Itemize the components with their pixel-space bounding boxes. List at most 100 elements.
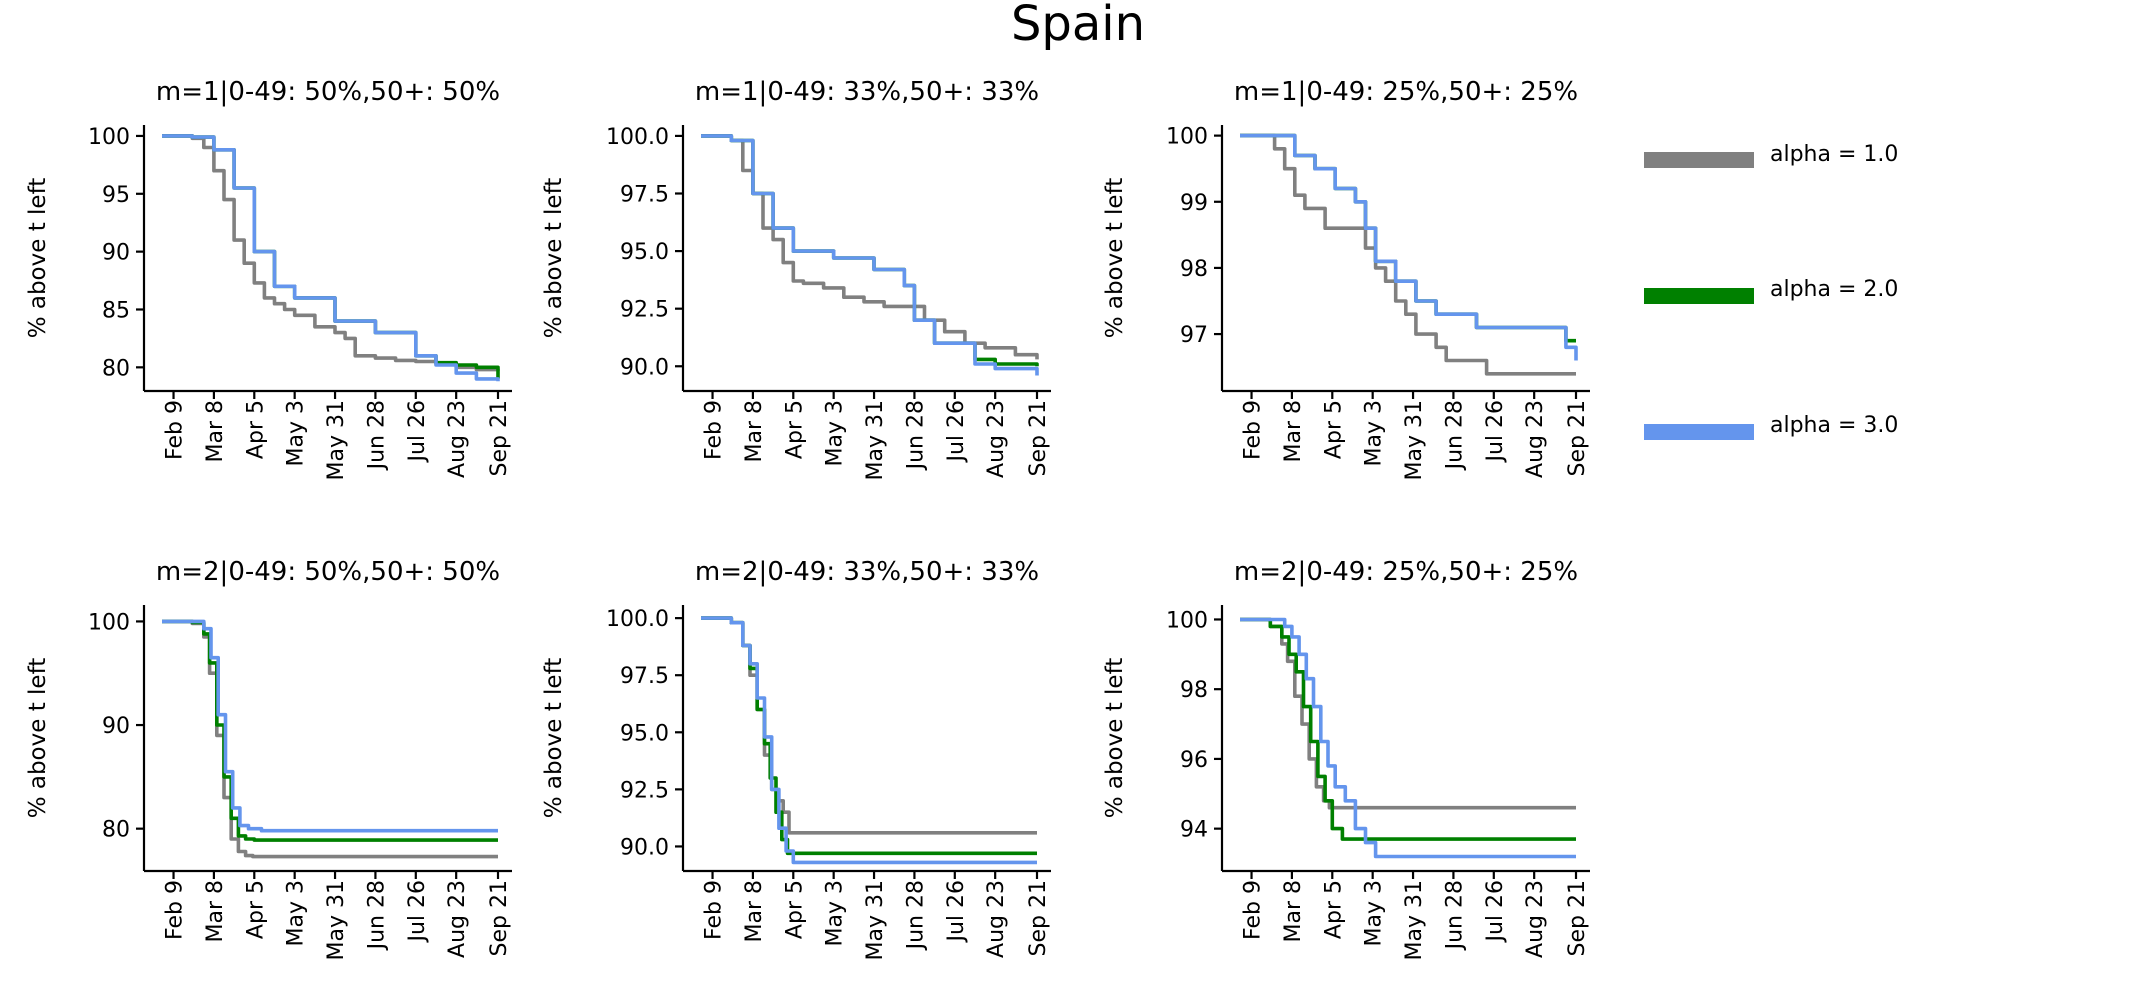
x-tick-label: Jul 26 [944, 400, 969, 464]
y-tick-label: 80 [102, 818, 130, 843]
x-tick-label: Mar 8 [203, 880, 228, 943]
y-tick-label: 85 [102, 298, 130, 323]
y-tick-label: 90.0 [620, 835, 669, 860]
series-line-2 [1240, 617, 1576, 859]
y-tick-label: 95.0 [620, 240, 669, 265]
x-tick-label: Aug 23 [984, 400, 1009, 478]
y-tick-label: 97.5 [620, 664, 669, 689]
y-tick-label: 92.5 [620, 778, 669, 803]
x-tick-label: Jul 26 [1483, 400, 1508, 464]
x-tick-label: Sep 21 [1565, 400, 1590, 476]
x-tick-label: May 3 [823, 880, 848, 946]
series-line-2 [701, 616, 1037, 865]
x-tick-label: Feb 9 [702, 400, 727, 460]
figure-title: Spain [1011, 0, 1145, 52]
x-tick-label: Apr 5 [1321, 400, 1346, 459]
x-tick-label: Sep 21 [1026, 400, 1051, 476]
legend: alpha = 1.0 alpha = 2.0 alpha = 3.0 [1644, 142, 1898, 440]
panel-title: m=1|0-49: 50%,50+: 50% [156, 77, 500, 107]
x-tick-label: Apr 5 [243, 880, 268, 939]
y-tick-label: 96 [1180, 748, 1208, 773]
y-tick-label: 100 [1166, 125, 1208, 150]
y-tick-label: 100 [88, 610, 130, 635]
x-tick-label: Aug 23 [984, 880, 1009, 958]
x-tick-label: May 3 [284, 400, 309, 466]
panel-title: m=2|0-49: 25%,50+: 25% [1234, 557, 1578, 587]
y-tick-label: 92.5 [620, 298, 669, 323]
x-tick-label: Aug 23 [445, 400, 470, 478]
x-tick-label: Aug 23 [1523, 880, 1548, 958]
y-tick-label: 100 [88, 125, 130, 150]
x-tick-label: Mar 8 [742, 880, 767, 943]
legend-label-1: alpha = 2.0 [1770, 277, 1898, 302]
y-tick-label: 100.0 [606, 607, 669, 632]
panel-title: m=2|0-49: 33%,50+: 33% [695, 557, 1039, 587]
x-tick-label: May 31 [324, 880, 349, 960]
y-axis-label: % above t left [1102, 658, 1128, 819]
x-tick-label: Aug 23 [1523, 400, 1548, 478]
x-tick-label: Jun 28 [1442, 400, 1467, 471]
y-tick-label: 99 [1180, 191, 1208, 216]
panel-3: m=2|0-49: 50%,50+: 50% % above t left 100 9… [25, 557, 512, 960]
y-tick-label: 90 [102, 241, 130, 266]
y-tick-label: 97 [1180, 323, 1208, 348]
panel-title: m=2|0-49: 50%,50+: 50% [156, 557, 500, 587]
x-tick-label: May 31 [863, 880, 888, 960]
x-tick-label: Mar 8 [1281, 880, 1306, 943]
y-tick-label: 100.0 [606, 125, 669, 150]
series-line-2 [701, 134, 1039, 376]
x-tick-label: May 3 [823, 400, 848, 466]
y-tick-label: 98 [1180, 257, 1208, 282]
y-axis-label: % above t left [25, 658, 51, 819]
panel-5: m=2|0-49: 25%,50+: 25% % above t left 100 9… [1102, 557, 1590, 960]
x-tick-label: Jul 26 [405, 880, 430, 944]
series-line-1 [162, 134, 500, 379]
x-tick-label: Sep 21 [1565, 880, 1590, 956]
x-tick-label: Aug 23 [445, 880, 470, 958]
x-tick-label: May 3 [1362, 880, 1387, 946]
series-line-1 [1240, 133, 1576, 343]
y-tick-label: 90 [102, 714, 130, 739]
x-tick-label: Jun 28 [364, 400, 389, 471]
x-tick-label: Feb 9 [702, 880, 727, 940]
legend-label-2: alpha = 3.0 [1770, 413, 1898, 438]
series-line-2 [162, 134, 500, 382]
x-tick-label: Feb 9 [163, 400, 188, 460]
x-tick-label: Mar 8 [742, 400, 767, 463]
x-tick-label: Jul 26 [944, 880, 969, 944]
x-tick-label: Feb 9 [163, 880, 188, 940]
x-tick-label: Jun 28 [1442, 880, 1467, 951]
panel-2: m=1|0-49: 25%,50+: 25% % above t left 100 9… [1102, 77, 1590, 480]
legend-label-0: alpha = 1.0 [1770, 142, 1898, 167]
y-tick-label: 80 [102, 356, 130, 381]
x-tick-label: Apr 5 [1321, 880, 1346, 939]
x-tick-label: May 31 [1402, 880, 1427, 960]
x-tick-label: Jun 28 [364, 880, 389, 951]
x-tick-label: May 31 [1402, 400, 1427, 480]
series-line-2 [1240, 133, 1578, 361]
x-tick-label: Apr 5 [782, 400, 807, 459]
series-line-2 [162, 619, 498, 833]
y-tick-label: 100 [1166, 608, 1208, 633]
panel-title: m=1|0-49: 33%,50+: 33% [695, 77, 1039, 107]
x-tick-label: Jul 26 [405, 400, 430, 464]
x-tick-label: May 31 [863, 400, 888, 480]
panel-4: m=2|0-49: 33%,50+: 33% % above t left 100.… [541, 557, 1051, 960]
x-tick-label: Apr 5 [243, 400, 268, 459]
y-tick-label: 95 [102, 183, 130, 208]
series-line-0 [162, 134, 500, 372]
y-tick-label: 95.0 [620, 721, 669, 746]
series-line-0 [1240, 133, 1576, 376]
x-tick-label: Feb 9 [1241, 400, 1266, 460]
series-line-1 [1240, 617, 1576, 841]
y-axis-label: % above t left [541, 178, 567, 339]
x-tick-label: May 3 [284, 880, 309, 946]
y-tick-label: 94 [1180, 818, 1208, 843]
y-axis-label: % above t left [1102, 178, 1128, 339]
x-tick-label: Apr 5 [782, 880, 807, 939]
x-tick-label: Mar 8 [203, 400, 228, 463]
panel-1: m=1|0-49: 33%,50+: 33% % above t left 100.… [541, 77, 1051, 480]
x-tick-label: Jun 28 [903, 880, 928, 951]
panel-title: m=1|0-49: 25%,50+: 25% [1234, 77, 1578, 107]
